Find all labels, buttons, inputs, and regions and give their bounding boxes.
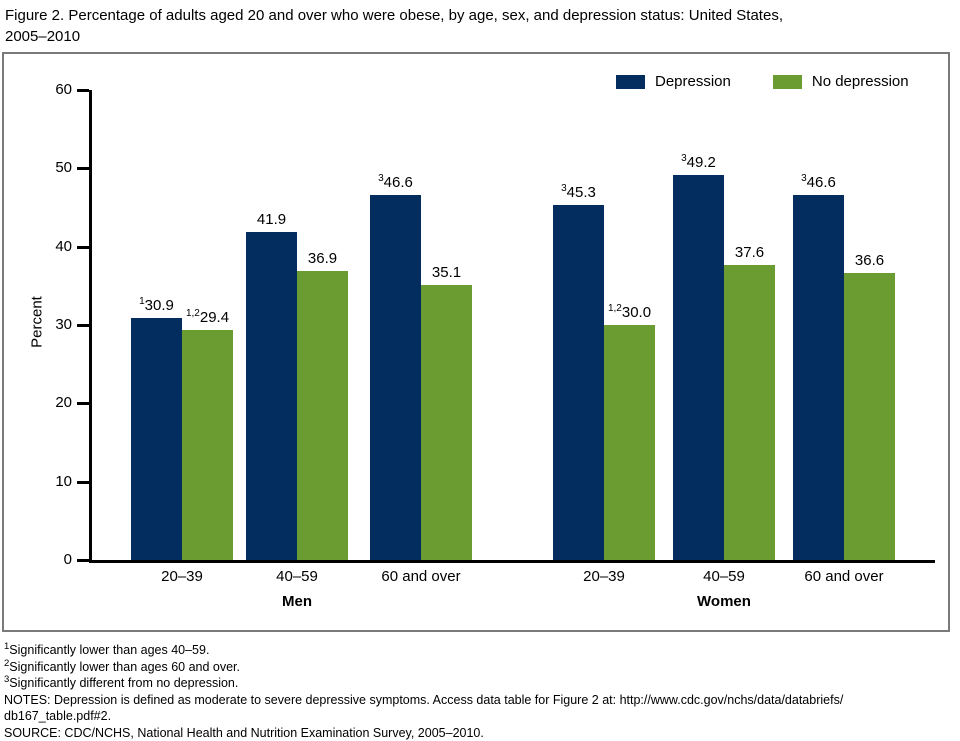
- footnote-2-text: Significantly lower than ages 60 and ove…: [9, 659, 240, 674]
- y-tick-60: [77, 89, 89, 92]
- bar-men-40–59-no_depression: [297, 271, 348, 560]
- footnote-3-text: Significantly different from no depressi…: [9, 676, 239, 690]
- bar-men-60-and-over-depression: [370, 195, 421, 560]
- footnotes: 1Significantly lower than ages 40–59. 2S…: [4, 642, 954, 741]
- bar-value-label: 346.6: [801, 173, 836, 192]
- legend-label-no-depression: No depression: [811, 73, 909, 90]
- y-tick-label-40: 40: [55, 237, 72, 255]
- bar-value-label: 41.9: [256, 211, 287, 228]
- bar-value-label: 1,229.4: [185, 308, 230, 327]
- x-category-label: 40–59: [703, 568, 745, 585]
- y-tick-label-30: 30: [55, 316, 72, 333]
- x-category-label: 60 and over: [804, 568, 884, 585]
- y-tick-label-0: 0: [63, 551, 72, 568]
- legend-swatch-depression-icon: [616, 74, 645, 89]
- bar-value-label: 37.6: [734, 244, 765, 261]
- bar-women-40–59-no_depression: [724, 265, 775, 560]
- footnote-1-text: Significantly lower than ages 40–59.: [9, 643, 210, 657]
- y-tick-0: [77, 559, 89, 562]
- x-category-label: 20–39: [583, 568, 625, 585]
- chart-area: Depression No depression Percent 0 10 20 30…: [2, 52, 950, 632]
- footnote-2-marker: 2: [4, 657, 10, 669]
- bar-women-20–39-no_depression: [604, 325, 655, 560]
- y-tick-label-20: 20: [55, 394, 72, 412]
- bar-men-60-and-over-no_depression: [421, 285, 472, 560]
- footnote-1: 1Significantly lower than ages 40–59.: [4, 642, 954, 659]
- x-category-label: 60 and over: [381, 568, 461, 585]
- bar-value-label: 349.2: [681, 153, 716, 172]
- figure-title-line1: Figure 2. Percentage of adults aged 20 a…: [5, 7, 783, 24]
- footnote-3-marker: 3: [4, 673, 10, 685]
- x-category-label: 20–39: [161, 568, 203, 585]
- bar-value-label: 346.6: [378, 173, 413, 192]
- footnote-2: 2Significantly lower than ages 60 and ov…: [4, 657, 954, 676]
- notes-line-2: db167_table.pdf#2.: [4, 709, 112, 723]
- bar-women-60-and-over-no_depression: [844, 273, 895, 560]
- y-tick-10: [77, 480, 89, 484]
- bar-value-label: 130.9: [139, 296, 174, 315]
- bars-container: 130.9 1,229.4 20–39 41.9 36.9 40–59 346.6 35.1 6…: [92, 90, 940, 610]
- legend-item-depression: Depression: [616, 73, 731, 90]
- bar-value-label: 345.3: [561, 183, 596, 202]
- bar-women-60-and-over-depression: [793, 195, 844, 560]
- y-tick-50: [77, 167, 89, 171]
- footnote-3: 3Significantly different from no depress…: [4, 675, 954, 692]
- legend-item-no-depression: No depression: [772, 73, 909, 90]
- bar-women-40–59-depression: [673, 175, 724, 560]
- bar-men-20–39-no_depression: [182, 330, 233, 560]
- figure-title: Figure 2. Percentage of adults aged 20 a…: [5, 5, 950, 47]
- bar-men-20–39-depression: [131, 318, 182, 560]
- y-axis-line: [89, 90, 92, 563]
- bar-men-40–59-depression: [246, 232, 297, 560]
- legend-label-depression: Depression: [655, 73, 731, 90]
- legend: Depression No depression: [616, 73, 909, 90]
- cluster-label-men: Men: [282, 593, 312, 610]
- legend-swatch-no-depression-icon: [772, 74, 802, 89]
- x-category-label: 40–59: [276, 568, 318, 585]
- figure-title-line2: 2005–2010: [5, 28, 81, 45]
- bar-value-label: 1,230.0: [607, 303, 652, 322]
- notes-line-1: NOTES: Depression is defined as moderate…: [4, 692, 844, 707]
- footnote-1-marker: 1: [4, 640, 10, 652]
- cluster-label-women: Women: [697, 593, 751, 610]
- y-tick-30: [77, 324, 89, 327]
- y-tick-label-10: 10: [55, 472, 72, 490]
- bar-value-label: 36.6: [854, 252, 885, 269]
- bar-women-20–39-depression: [553, 205, 604, 560]
- y-tick-20: [77, 402, 89, 406]
- y-tick-label-50: 50: [55, 159, 72, 177]
- x-axis-line: [89, 560, 935, 563]
- source-line: SOURCE: CDC/NCHS, National Health and Nu…: [4, 725, 484, 740]
- y-tick-40: [77, 245, 89, 249]
- bar-value-label: 36.9: [307, 250, 338, 267]
- bar-value-label: 35.1: [431, 264, 462, 281]
- y-tick-label-60: 60: [55, 81, 72, 98]
